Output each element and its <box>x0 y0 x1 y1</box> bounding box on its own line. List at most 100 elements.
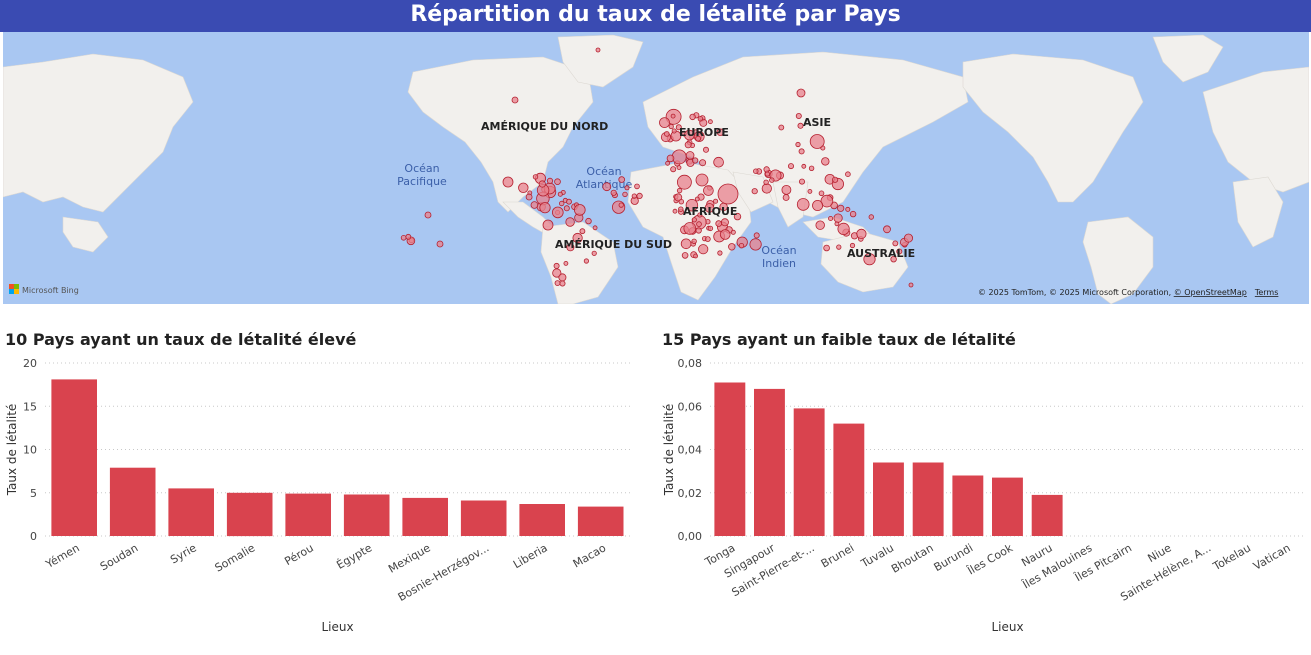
country-bubble[interactable] <box>557 191 563 197</box>
country-bubble[interactable] <box>691 238 697 244</box>
country-bubble[interactable] <box>763 179 769 185</box>
country-bubble[interactable] <box>525 193 533 201</box>
country-bubble[interactable] <box>708 119 713 125</box>
country-bubble[interactable] <box>551 206 564 219</box>
country-bubble[interactable] <box>666 154 675 163</box>
country-bubble[interactable] <box>836 244 842 250</box>
country-bubble[interactable] <box>707 225 714 232</box>
country-bubble[interactable] <box>677 174 692 190</box>
country-bubble[interactable] <box>693 253 698 259</box>
country-bubble[interactable] <box>798 148 805 155</box>
bar[interactable] <box>754 388 785 536</box>
bar[interactable] <box>460 500 507 537</box>
country-bubble[interactable] <box>751 188 758 195</box>
country-bubble[interactable] <box>815 220 825 230</box>
country-bubble[interactable] <box>572 232 583 244</box>
country-bubble[interactable] <box>554 178 561 186</box>
bar-chart-low[interactable]: 0,000,020,040,060,08TongaSingapourSaint-… <box>655 352 1311 652</box>
country-bubble[interactable] <box>622 191 628 198</box>
country-bubble[interactable] <box>699 159 707 167</box>
country-bubble[interactable] <box>845 206 851 212</box>
country-bubble[interactable] <box>675 124 682 131</box>
country-bubble[interactable] <box>684 129 695 141</box>
country-bubble[interactable] <box>631 193 637 199</box>
bar[interactable] <box>226 492 273 537</box>
country-bubble[interactable] <box>602 182 612 192</box>
country-bubble[interactable] <box>636 192 643 199</box>
country-bubble[interactable] <box>696 221 702 227</box>
country-bubble[interactable] <box>553 262 560 269</box>
country-bubble[interactable] <box>753 168 759 174</box>
country-bubble[interactable] <box>676 187 683 194</box>
country-bubble[interactable] <box>678 206 684 212</box>
country-bubble[interactable] <box>405 233 412 240</box>
bar[interactable] <box>109 467 156 536</box>
country-bubble[interactable] <box>796 198 810 211</box>
country-bubble[interactable] <box>697 116 704 122</box>
country-bubble[interactable] <box>717 250 723 256</box>
country-bubble[interactable] <box>720 218 729 227</box>
country-bubble[interactable] <box>695 227 702 234</box>
country-bubble[interactable] <box>583 258 590 264</box>
country-bubble[interactable] <box>670 113 676 119</box>
country-bubble[interactable] <box>659 117 670 128</box>
country-bubble[interactable] <box>833 213 843 223</box>
country-bubble[interactable] <box>753 232 760 239</box>
bar[interactable] <box>168 488 214 536</box>
country-bubble[interactable] <box>716 128 724 136</box>
country-bubble[interactable] <box>778 124 785 131</box>
country-bubble[interactable] <box>868 214 874 220</box>
country-bubble[interactable] <box>703 185 714 196</box>
country-bubble[interactable] <box>689 113 696 121</box>
country-bubble[interactable] <box>610 189 617 196</box>
bar-chart-high[interactable]: 0 5 10 15 20 Yémen Soudan Syrie Somalie Pérou Égyp… <box>0 352 640 652</box>
country-bubble[interactable] <box>812 199 824 211</box>
country-bubble[interactable] <box>856 228 867 239</box>
country-bubble[interactable] <box>542 219 554 231</box>
country-bubble[interactable] <box>618 176 625 183</box>
country-bubble[interactable] <box>763 166 770 173</box>
country-bubble[interactable] <box>663 131 670 137</box>
bar[interactable] <box>793 408 825 536</box>
country-bubble[interactable] <box>761 183 772 194</box>
country-bubble[interactable] <box>849 242 856 249</box>
country-bubble[interactable] <box>518 182 529 194</box>
country-bubble[interactable] <box>678 198 684 205</box>
country-bubble[interactable] <box>670 166 677 173</box>
country-bubble[interactable] <box>424 211 432 219</box>
country-bubble[interactable] <box>692 157 699 164</box>
country-bubble[interactable] <box>511 96 519 104</box>
country-bubble[interactable] <box>565 217 575 227</box>
country-bubble[interactable] <box>691 217 697 223</box>
country-bubble[interactable] <box>595 47 601 53</box>
country-bubble[interactable] <box>698 244 709 255</box>
country-bubble[interactable] <box>795 113 802 120</box>
bubble-map[interactable]: OcéanPacifiqueOcéanAtlantiqueOcéanIndien… <box>3 32 1309 304</box>
country-bubble[interactable] <box>566 198 572 205</box>
bar[interactable] <box>51 379 97 536</box>
country-bubble[interactable] <box>400 235 407 241</box>
country-bubble[interactable] <box>837 204 845 212</box>
country-bubble[interactable] <box>532 174 539 180</box>
country-bubble[interactable] <box>704 203 715 213</box>
country-bubble[interactable] <box>831 176 839 183</box>
country-bubble[interactable] <box>797 122 804 129</box>
country-bubble[interactable] <box>671 128 677 134</box>
bar[interactable] <box>833 423 865 536</box>
country-bubble[interactable] <box>749 238 762 251</box>
country-bubble[interactable] <box>820 194 834 208</box>
country-bubble[interactable] <box>685 198 699 212</box>
country-bubble[interactable] <box>680 238 692 250</box>
country-bubble[interactable] <box>809 134 825 149</box>
country-bubble[interactable] <box>908 282 914 288</box>
country-bubble[interactable] <box>681 252 689 259</box>
country-bubble[interactable] <box>781 184 792 195</box>
country-bubble[interactable] <box>559 280 566 287</box>
country-bubble[interactable] <box>837 222 850 235</box>
bar[interactable] <box>714 382 746 537</box>
country-bubble[interactable] <box>563 260 569 266</box>
country-bubble[interactable] <box>684 141 692 149</box>
country-bubble[interactable] <box>795 141 801 148</box>
country-bubble[interactable] <box>694 196 700 202</box>
country-bubble[interactable] <box>685 151 695 160</box>
